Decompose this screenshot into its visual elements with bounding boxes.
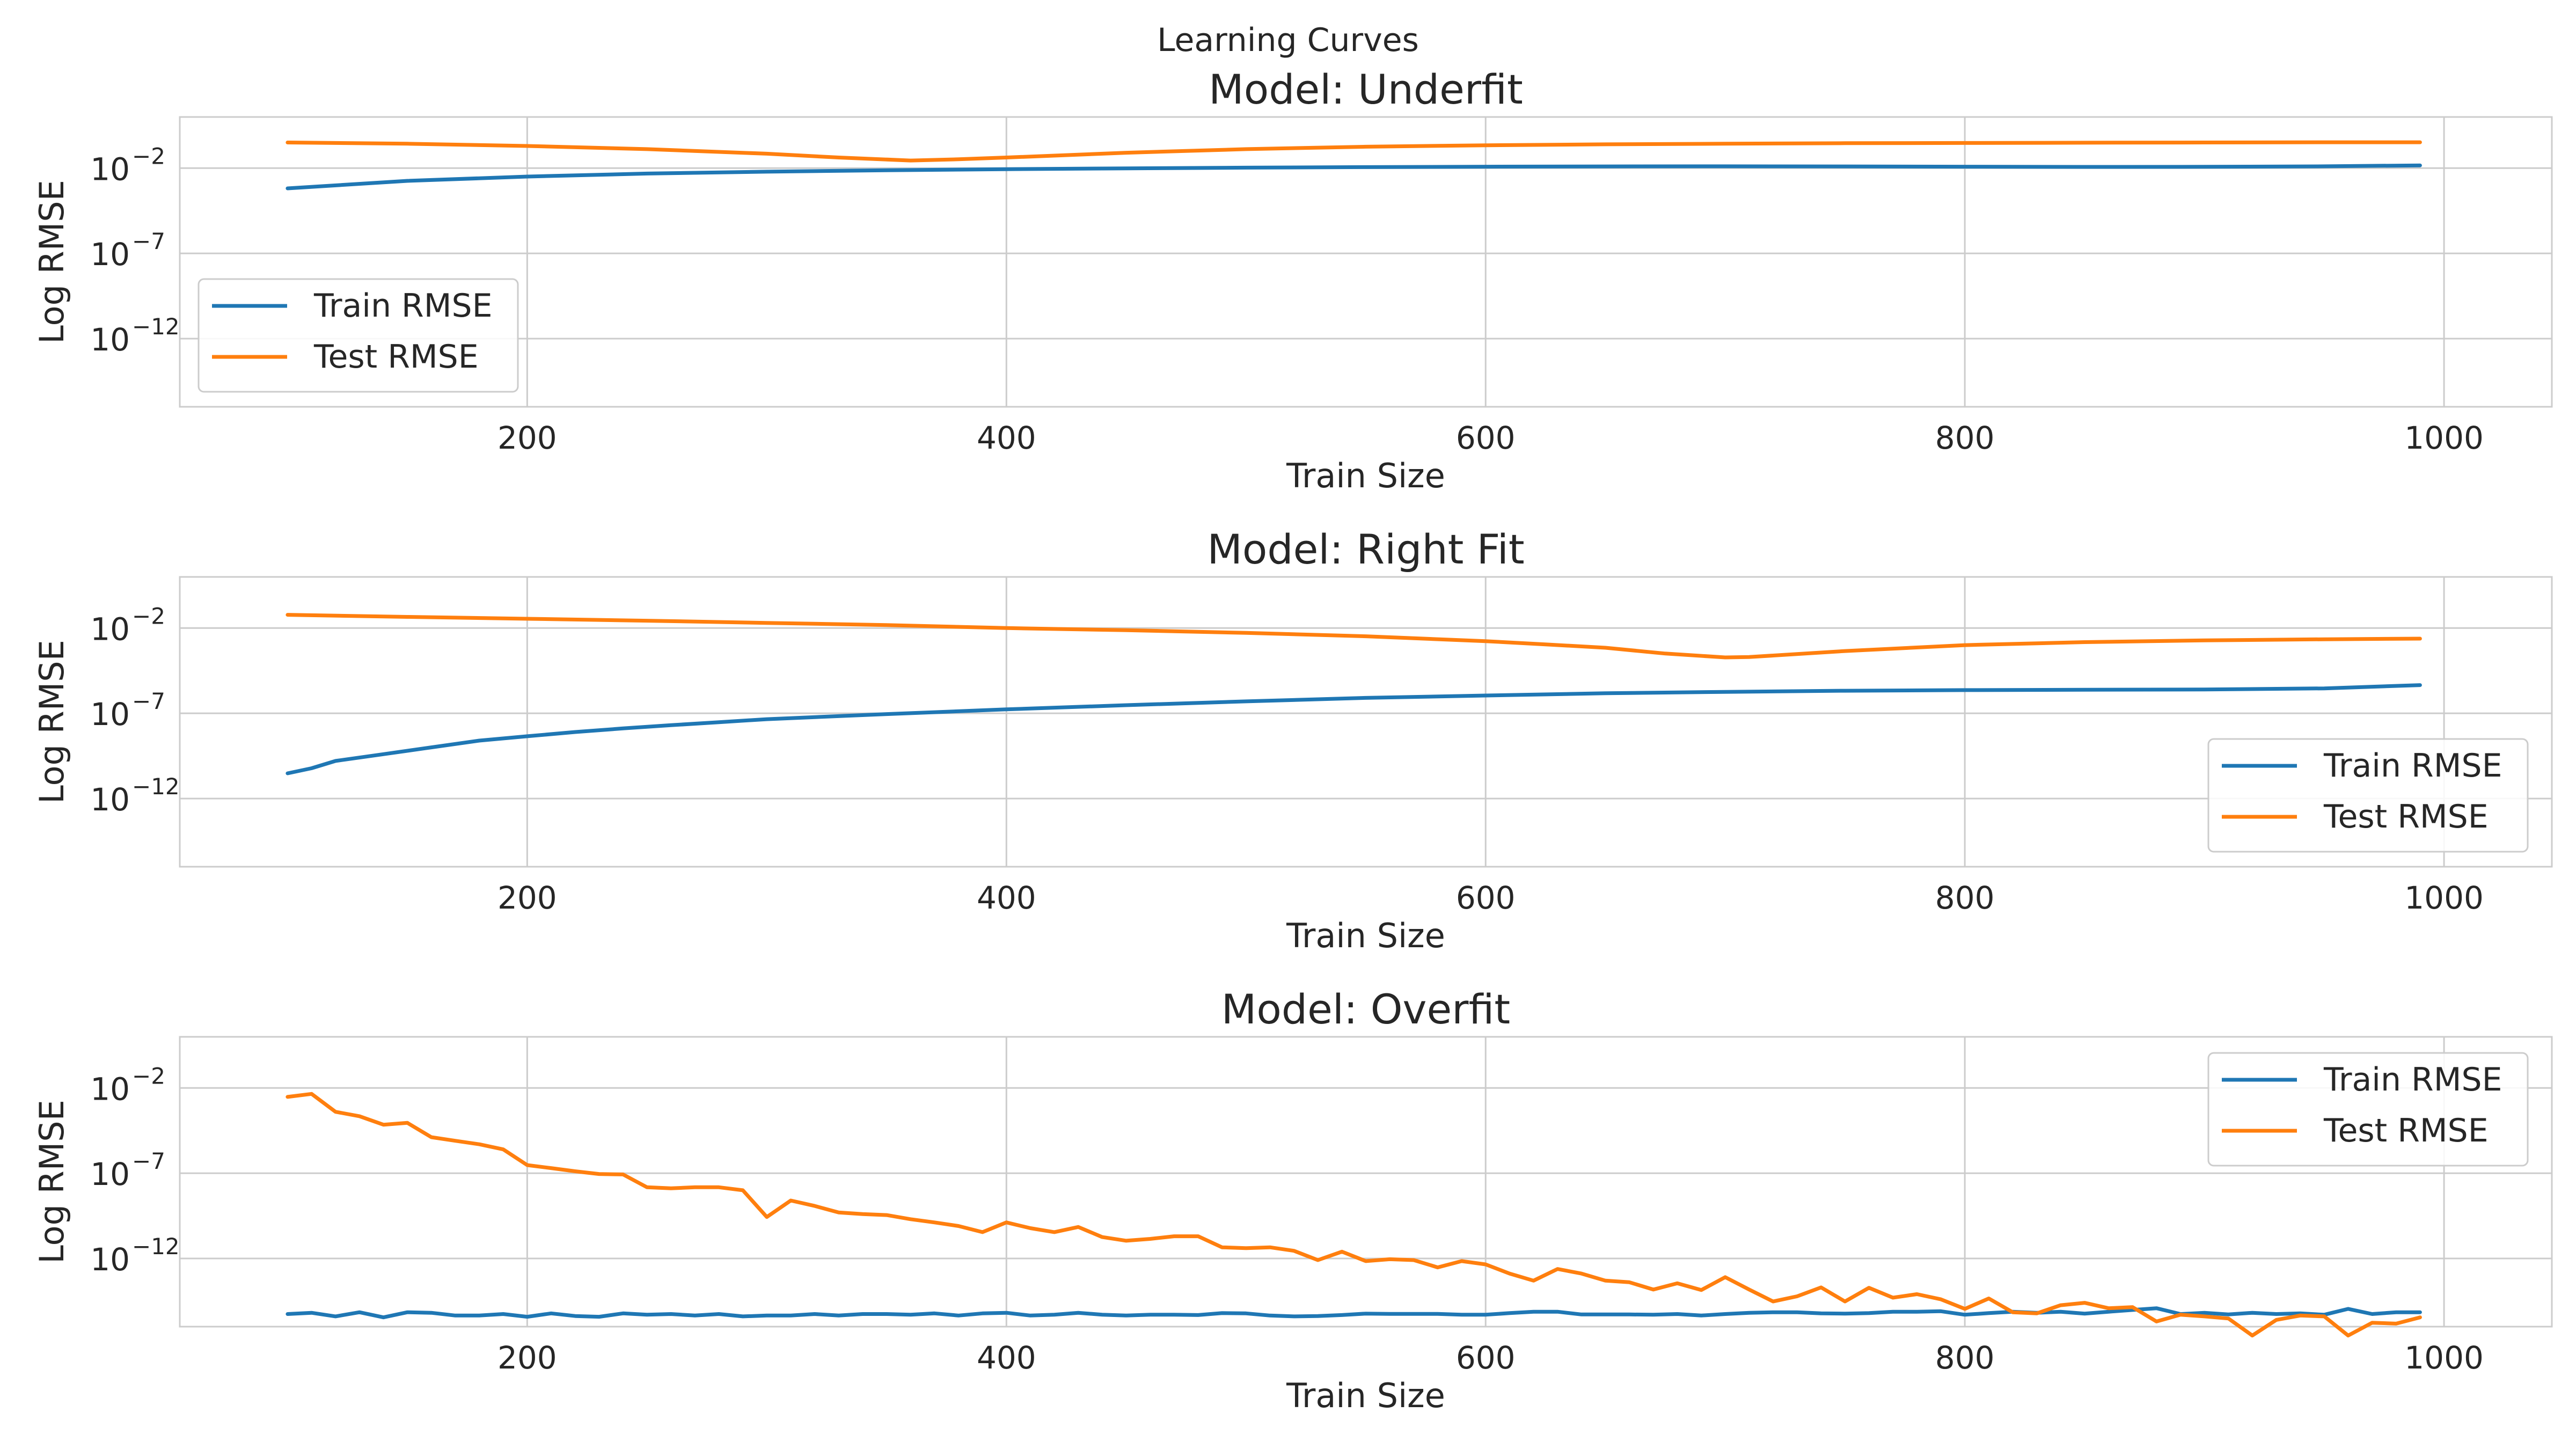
subplot-title: Model: Underfit	[1209, 65, 1523, 113]
subplot-title: Model: Right Fit	[1207, 525, 1524, 573]
y-tick-label: 10	[90, 321, 130, 358]
series-test-rmse	[286, 140, 2422, 163]
y-tick-exponent: −12	[132, 773, 180, 800]
series-train-rmse	[286, 163, 2422, 191]
y-tick-label: 10	[90, 696, 130, 733]
plot-area	[179, 1036, 2553, 1328]
y-axis-label: Log RMSE	[32, 180, 71, 344]
x-tick-label: 600	[1456, 420, 1516, 456]
y-tick-label: 10	[90, 1071, 130, 1107]
series-line	[286, 163, 2422, 191]
y-axis-label: Log RMSE	[32, 1100, 71, 1264]
x-tick-label: 800	[1935, 880, 1995, 916]
legend-label: Test RMSE	[2323, 1112, 2489, 1150]
series-train-rmse	[286, 1306, 2422, 1320]
x-tick-label: 1000	[2404, 420, 2484, 456]
series-line	[286, 683, 2422, 775]
series-line	[286, 140, 2422, 163]
legend-label: Train RMSE	[2323, 747, 2502, 785]
series-test-rmse	[286, 1092, 2422, 1338]
x-tick-label: 1000	[2404, 880, 2484, 916]
x-axis-label: Train Size	[1286, 1376, 1445, 1415]
x-tick-label: 800	[1935, 420, 1995, 456]
legend: Train RMSE Test RMSE	[197, 278, 519, 393]
y-tick-label: 10	[90, 611, 130, 647]
y-tick-exponent: −7	[132, 688, 165, 714]
series-line	[286, 613, 2422, 660]
legend-label: Test RMSE	[313, 338, 479, 376]
x-tick-label: 200	[497, 1340, 557, 1376]
series-train-rmse	[286, 683, 2422, 775]
subplot-title: Model: Overfit	[1221, 985, 1510, 1033]
y-tick-label: 10	[90, 236, 130, 273]
legend-label: Test RMSE	[2323, 798, 2489, 836]
x-tick-label: 200	[497, 880, 557, 916]
x-axis-label: Train Size	[1286, 916, 1445, 955]
y-tick-label: 10	[90, 151, 130, 187]
y-tick-label: 10	[90, 781, 130, 818]
y-tick-label: 10	[90, 1241, 130, 1278]
series-test-rmse	[286, 613, 2422, 660]
x-tick-label: 600	[1456, 1340, 1516, 1376]
x-tick-label: 400	[977, 420, 1036, 456]
y-tick-label: 10	[90, 1156, 130, 1192]
legend-label: Train RMSE	[2323, 1061, 2502, 1099]
y-tick-exponent: −7	[132, 1148, 165, 1174]
figure-title: Learning Curves	[1157, 21, 1419, 59]
legend-label: Train RMSE	[313, 287, 493, 325]
y-tick-exponent: −7	[132, 228, 165, 254]
y-tick-exponent: −12	[132, 313, 180, 340]
plot-area	[179, 576, 2553, 868]
y-axis-label: Log RMSE	[32, 640, 71, 804]
x-tick-label: 400	[977, 880, 1036, 916]
legend: Train RMSE Test RMSE	[2207, 738, 2529, 853]
y-tick-exponent: −2	[132, 1063, 165, 1089]
legend: Train RMSE Test RMSE	[2207, 1052, 2529, 1167]
plot-area	[179, 116, 2553, 408]
y-tick-exponent: −12	[132, 1233, 180, 1260]
y-tick-exponent: −2	[132, 603, 165, 629]
x-tick-label: 200	[497, 420, 557, 456]
x-axis-label: Train Size	[1286, 456, 1445, 495]
series-line	[286, 1306, 2422, 1320]
x-tick-label: 1000	[2404, 1340, 2484, 1376]
y-tick-exponent: −2	[132, 143, 165, 169]
x-tick-label: 800	[1935, 1340, 1995, 1376]
x-tick-label: 600	[1456, 880, 1516, 916]
series-line	[286, 1092, 2422, 1338]
x-tick-label: 400	[977, 1340, 1036, 1376]
